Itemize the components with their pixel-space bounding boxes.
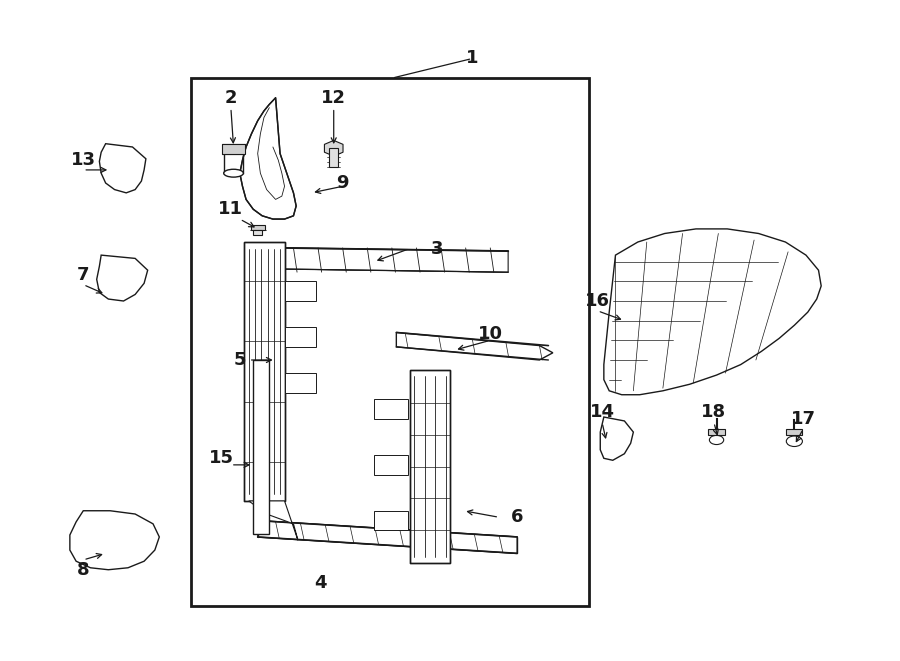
Text: 5: 5 <box>234 351 246 369</box>
Bar <box>329 148 338 167</box>
Text: 6: 6 <box>511 508 523 526</box>
Text: 15: 15 <box>210 449 234 467</box>
Polygon shape <box>248 501 298 540</box>
Text: 10: 10 <box>478 325 503 343</box>
Polygon shape <box>410 369 450 563</box>
Bar <box>250 225 265 230</box>
Bar <box>191 78 589 605</box>
Text: 13: 13 <box>71 151 95 169</box>
Polygon shape <box>96 255 148 301</box>
Text: 4: 4 <box>314 574 327 592</box>
Polygon shape <box>604 229 821 395</box>
Polygon shape <box>324 140 343 156</box>
Bar <box>253 230 262 235</box>
Text: 7: 7 <box>77 266 89 284</box>
Bar <box>374 455 408 475</box>
Text: 16: 16 <box>585 292 610 310</box>
Bar <box>284 327 316 347</box>
Ellipse shape <box>224 169 243 177</box>
Text: 1: 1 <box>466 50 479 67</box>
Bar <box>253 360 269 533</box>
Bar <box>284 373 316 393</box>
Bar <box>787 429 803 436</box>
Bar <box>708 429 725 436</box>
Polygon shape <box>70 511 159 570</box>
Text: 3: 3 <box>430 239 443 258</box>
Polygon shape <box>396 332 553 360</box>
Text: 18: 18 <box>701 403 726 422</box>
Bar <box>374 399 408 419</box>
Text: 14: 14 <box>590 403 615 422</box>
Text: 11: 11 <box>219 200 243 218</box>
Text: 17: 17 <box>791 410 815 428</box>
Text: 9: 9 <box>337 174 349 192</box>
Polygon shape <box>600 417 634 460</box>
Polygon shape <box>244 242 284 501</box>
Bar <box>222 144 245 153</box>
Ellipse shape <box>224 146 243 154</box>
Ellipse shape <box>709 436 724 445</box>
Bar <box>374 511 408 530</box>
Polygon shape <box>239 98 296 219</box>
Bar <box>284 282 316 301</box>
Polygon shape <box>99 143 146 193</box>
Ellipse shape <box>787 436 803 447</box>
Polygon shape <box>275 248 508 272</box>
Text: 8: 8 <box>77 561 90 579</box>
Polygon shape <box>257 521 518 553</box>
Text: 2: 2 <box>225 89 237 107</box>
Text: 12: 12 <box>321 89 347 107</box>
